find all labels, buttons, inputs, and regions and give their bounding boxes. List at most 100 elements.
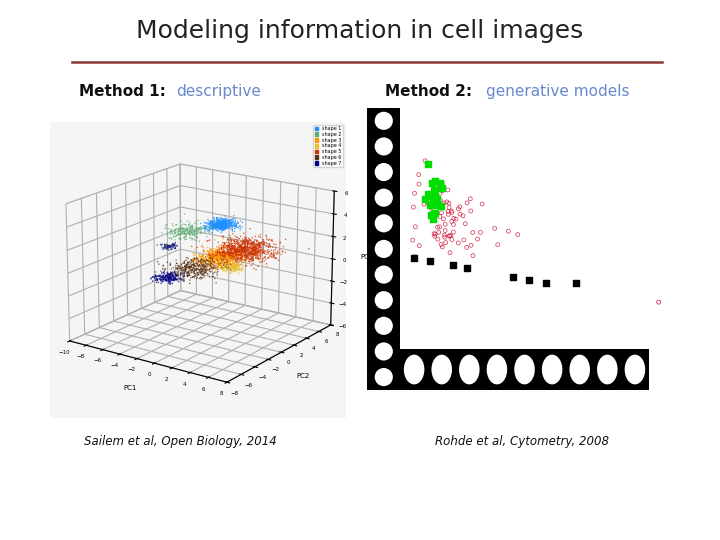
Point [448,228,459,237]
Point [433,228,444,237]
Ellipse shape [404,355,424,384]
Point [428,210,439,218]
Point [448,214,459,222]
Point [443,210,454,219]
Text: Method 2:: Method 2: [385,84,477,99]
Point [446,217,457,226]
Point [434,184,446,192]
Point [439,226,451,235]
Point [429,232,441,240]
Ellipse shape [514,355,535,384]
Point [453,205,464,213]
Text: Rohde et al, Cytometry, 2008: Rohde et al, Cytometry, 2008 [435,435,609,448]
Point [426,211,437,219]
X-axis label: PC1: PC1 [123,384,137,391]
Ellipse shape [459,355,480,384]
Ellipse shape [374,342,393,361]
Point [453,239,464,247]
Point [440,238,451,247]
Ellipse shape [487,355,507,384]
Point [439,220,451,228]
Point [512,230,523,239]
Point [428,200,439,208]
Point [409,189,420,198]
Point [434,212,446,221]
Point [436,208,447,217]
Point [429,188,441,197]
Point [410,222,421,231]
Point [503,227,514,235]
Point [408,203,419,212]
Point [477,200,488,208]
Point [439,233,451,241]
Point [507,273,518,281]
Bar [400,349,649,390]
Point [454,202,466,211]
Ellipse shape [625,355,645,384]
Point [429,209,441,218]
Point [423,192,434,200]
Bar [367,108,400,390]
Point [446,235,458,244]
Point [429,201,441,210]
Point [428,185,440,194]
Point [465,241,477,249]
Point [425,204,436,212]
Point [448,260,459,269]
Point [438,231,450,240]
Point [467,251,479,260]
Point [425,201,436,210]
Point [407,236,418,245]
Point [444,248,456,257]
Ellipse shape [542,355,562,384]
Point [446,208,458,217]
Point [427,215,438,224]
Point [426,179,437,187]
Point [438,214,449,223]
Point [435,196,446,205]
Point [422,199,433,207]
Point [422,190,433,199]
Ellipse shape [570,355,590,384]
Point [436,179,448,187]
Point [413,241,425,250]
Point [429,176,441,185]
Legend: shape 1, shape 2, shape 3, shape 4, shape 5, shape 6, shape 7: shape 1, shape 2, shape 3, shape 4, shap… [313,125,343,167]
Point [454,210,466,218]
Point [653,298,665,307]
Point [434,179,446,187]
Point [445,231,456,240]
Point [431,194,443,203]
Point [489,224,500,233]
Point [570,279,582,288]
Point [459,219,471,228]
Point [472,235,483,244]
Point [429,230,441,239]
Ellipse shape [374,368,393,386]
Point [444,232,455,240]
Point [424,257,436,266]
Point [442,207,454,215]
Point [436,201,447,210]
Point [464,194,476,203]
Point [409,253,420,261]
Ellipse shape [374,291,393,309]
Point [492,240,503,249]
Point [419,157,431,165]
Point [450,215,462,224]
Point [432,235,444,244]
Point [429,200,441,209]
Point [442,186,454,194]
Text: Modeling information in cell images: Modeling information in cell images [136,19,584,43]
Point [444,232,455,240]
Text: generative models: generative models [486,84,629,99]
Point [465,207,477,215]
Point [413,180,425,188]
Point [457,212,469,220]
Y-axis label: PC2: PC2 [297,373,310,379]
Point [448,220,459,229]
Point [436,184,448,192]
Point [461,264,472,272]
Point [433,222,445,231]
Ellipse shape [374,188,393,207]
